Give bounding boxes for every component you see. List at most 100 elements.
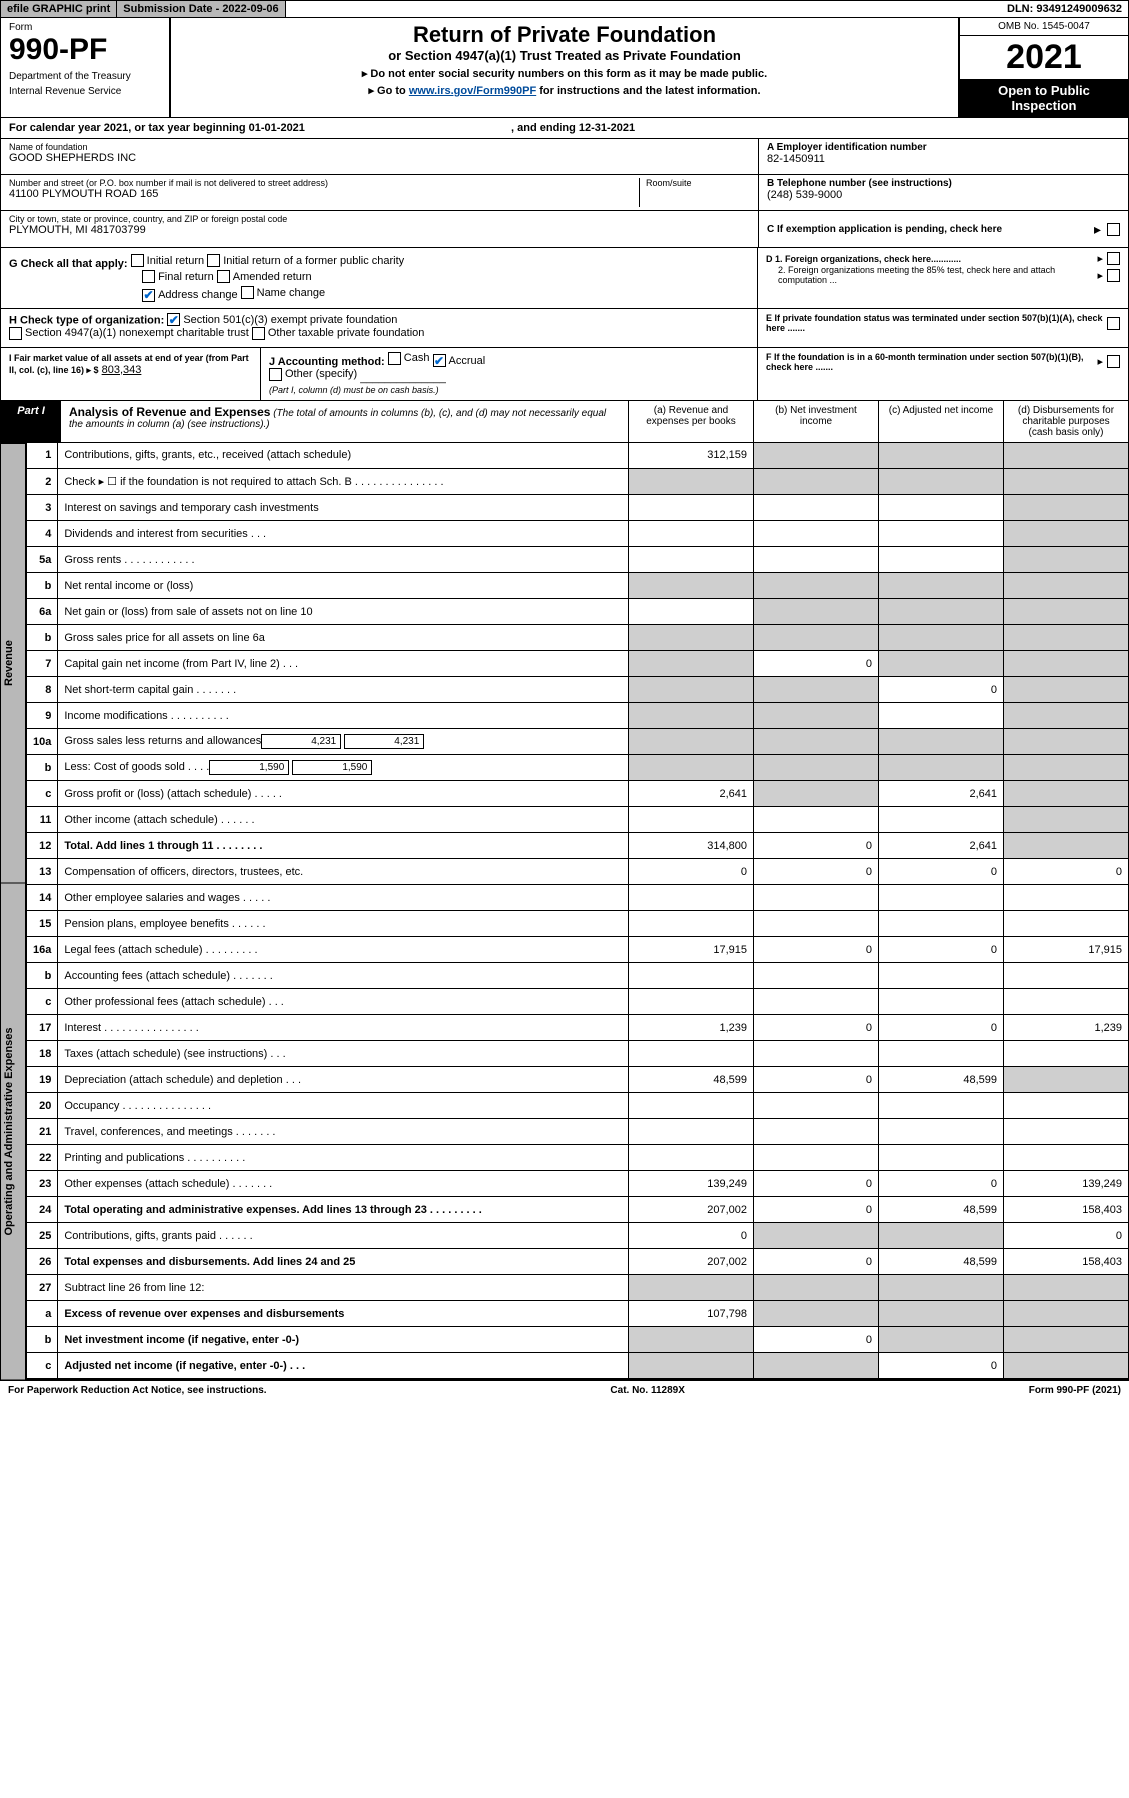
col-a [629, 729, 754, 755]
chk-addr-change[interactable]: Address change [142, 289, 238, 302]
col-b [754, 1275, 879, 1301]
line-number: a [27, 1301, 58, 1327]
col-b [754, 1223, 879, 1249]
chk-other-acct[interactable]: Other (specify) [269, 368, 357, 381]
line-desc: Net short-term capital gain . . . . . . … [58, 677, 629, 703]
line-number: 4 [27, 521, 58, 547]
col-c-hdr: (c) Adjusted net income [878, 401, 1003, 442]
chk-other-tax[interactable]: Other taxable private foundation [252, 327, 425, 340]
chk-amended[interactable]: Amended return [217, 270, 312, 283]
efile-label[interactable]: efile GRAPHIC print [1, 1, 117, 17]
col-a: 312,159 [629, 443, 754, 469]
line-number: 1 [27, 443, 58, 469]
col-b [754, 1353, 879, 1379]
entity-left: Name of foundation GOOD SHEPHERDS INC Nu… [1, 139, 758, 247]
table-row: 14Other employee salaries and wages . . … [27, 885, 1129, 911]
col-d [1004, 1067, 1129, 1093]
col-b [754, 1093, 879, 1119]
table-row: 3Interest on savings and temporary cash … [27, 495, 1129, 521]
col-c [879, 443, 1004, 469]
col-d [1004, 547, 1129, 573]
side-revenue: Revenue [0, 443, 26, 883]
col-b [754, 755, 879, 781]
col-a [629, 599, 754, 625]
col-a [629, 677, 754, 703]
col-c: 2,641 [879, 781, 1004, 807]
col-c [879, 729, 1004, 755]
line-desc: Other employee salaries and wages . . . … [58, 885, 629, 911]
line-number: 19 [27, 1067, 58, 1093]
chk-cash[interactable]: Cash [388, 352, 430, 365]
chk-accrual[interactable]: Accrual [433, 354, 486, 367]
part1-desc-cell: Analysis of Revenue and Expenses (The to… [61, 401, 628, 442]
j-section: J Accounting method: Cash Accrual Other … [261, 348, 758, 400]
line-desc: Total operating and administrative expen… [58, 1197, 629, 1223]
table-row: cAdjusted net income (if negative, enter… [27, 1353, 1129, 1379]
col-d [1004, 1041, 1129, 1067]
line-number: c [27, 1353, 58, 1379]
chk-initial[interactable]: Initial return [131, 254, 204, 267]
footer: For Paperwork Reduction Act Notice, see … [0, 1379, 1129, 1400]
j-note: (Part I, column (d) must be on cash basi… [269, 385, 439, 395]
line-number: 10a [27, 729, 58, 755]
d2-checkbox[interactable] [1107, 269, 1120, 282]
city-label: City or town, state or province, country… [9, 214, 750, 224]
col-b [754, 625, 879, 651]
footer-right: Form 990-PF (2021) [1029, 1385, 1121, 1396]
line-desc: Interest . . . . . . . . . . . . . . . . [58, 1015, 629, 1041]
h-e-row: H Check type of organization: Section 50… [0, 309, 1129, 348]
col-b: 0 [754, 1171, 879, 1197]
col-d [1004, 443, 1129, 469]
col-d [1004, 755, 1129, 781]
col-a [629, 495, 754, 521]
chk-initial-former[interactable]: Initial return of a former public charit… [207, 254, 404, 267]
line-desc: Less: Cost of goods sold . . . .1,590 1,… [58, 755, 629, 781]
col-c: 0 [879, 677, 1004, 703]
col-a [629, 1119, 754, 1145]
table-row: 10aGross sales less returns and allowanc… [27, 729, 1129, 755]
table-row: 22Printing and publications . . . . . . … [27, 1145, 1129, 1171]
col-a [629, 651, 754, 677]
table-row: aExcess of revenue over expenses and dis… [27, 1301, 1129, 1327]
line-number: 20 [27, 1093, 58, 1119]
line-number: 21 [27, 1119, 58, 1145]
g-label: G Check all that apply: [9, 258, 128, 270]
line-desc: Gross profit or (loss) (attach schedule)… [58, 781, 629, 807]
open-public: Open to Public Inspection [960, 79, 1128, 117]
col-c [879, 1301, 1004, 1327]
col-b [754, 1145, 879, 1171]
col-d: 17,915 [1004, 937, 1129, 963]
line-desc: Net rental income or (loss) [58, 573, 629, 599]
address-row: Number and street (or P.O. box number if… [1, 175, 758, 211]
table-row: cGross profit or (loss) (attach schedule… [27, 781, 1129, 807]
f-checkbox[interactable] [1107, 355, 1120, 368]
chk-501c3[interactable]: Section 501(c)(3) exempt private foundat… [167, 313, 397, 326]
irs-link[interactable]: www.irs.gov/Form990PF [409, 85, 536, 97]
table-row: 24Total operating and administrative exp… [27, 1197, 1129, 1223]
e-checkbox[interactable] [1107, 317, 1120, 330]
c-checkbox[interactable] [1107, 223, 1120, 236]
notice-ssn: ▸ Do not enter social security numbers o… [183, 67, 946, 80]
chk-name-change[interactable]: Name change [241, 286, 326, 299]
h-label: H Check type of organization: [9, 315, 164, 327]
chk-final[interactable]: Final return [142, 270, 214, 283]
col-d: 0 [1004, 1223, 1129, 1249]
col-c [879, 599, 1004, 625]
line-number: 25 [27, 1223, 58, 1249]
table-row: 5aGross rents . . . . . . . . . . . . [27, 547, 1129, 573]
footer-mid: Cat. No. 11289X [610, 1385, 684, 1396]
col-d [1004, 677, 1129, 703]
col-c: 2,641 [879, 833, 1004, 859]
col-a [629, 1353, 754, 1379]
chk-4947[interactable]: Section 4947(a)(1) nonexempt charitable … [9, 327, 249, 340]
col-d [1004, 703, 1129, 729]
col-a: 314,800 [629, 833, 754, 859]
line-desc: Accounting fees (attach schedule) . . . … [58, 963, 629, 989]
col-c [879, 625, 1004, 651]
col-a [629, 703, 754, 729]
col-c [879, 911, 1004, 937]
form-subtitle: or Section 4947(a)(1) Trust Treated as P… [183, 48, 946, 63]
table-row: bNet investment income (if negative, ent… [27, 1327, 1129, 1353]
line-desc: Travel, conferences, and meetings . . . … [58, 1119, 629, 1145]
d1-checkbox[interactable] [1107, 252, 1120, 265]
